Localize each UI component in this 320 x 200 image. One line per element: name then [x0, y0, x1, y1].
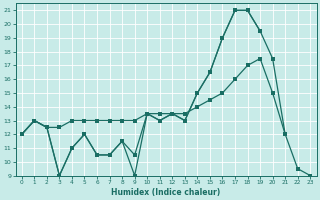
X-axis label: Humidex (Indice chaleur): Humidex (Indice chaleur): [111, 188, 221, 197]
